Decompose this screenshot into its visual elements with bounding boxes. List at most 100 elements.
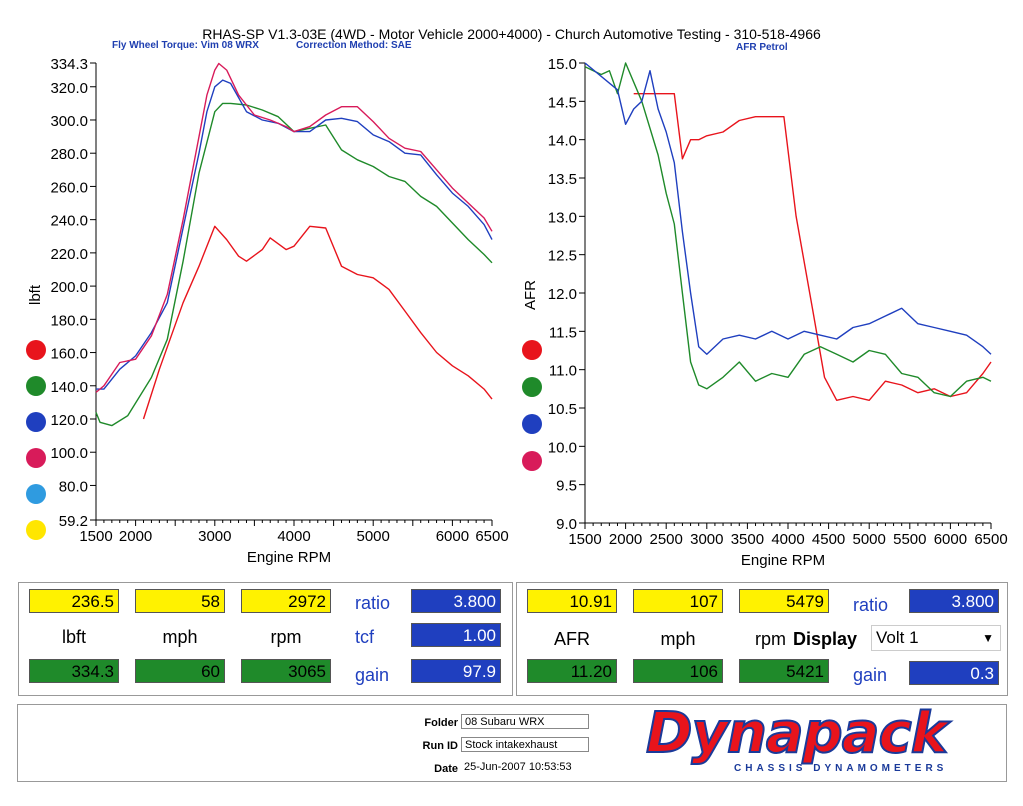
chart-header-title: RHAS-SP V1.3-03E (4WD - Motor Vehicle 20… [202, 26, 821, 42]
legend-dot [26, 448, 46, 468]
right-gain-label: gain [853, 665, 888, 685]
folder-value: 08 Subaru WRX [461, 714, 589, 729]
right-rpm-peak-value: 5421 [739, 659, 829, 683]
legend-dot [522, 340, 542, 360]
right-ratio-label: ratio [853, 595, 889, 615]
torque-y-tick-label: 120.0 [50, 412, 88, 429]
afr-y-tick-label: 12.0 [548, 286, 577, 303]
left-chart-subtitle: Fly Wheel Torque: Vim 08 WRX [112, 40, 259, 51]
afr-y-tick-label: 15.0 [548, 56, 577, 73]
display-select[interactable]: Volt 1 ▼ [871, 625, 1001, 651]
rpm-current-value: 2972 [241, 589, 331, 613]
display-label: Display [793, 629, 858, 649]
ratio-value: 3.800 [411, 589, 501, 613]
afr-chart: 9.0 9.5 10.0 10.5 11.0 11.5 12.0 12.5 13.0 13.5 14… [522, 56, 1008, 569]
gain-label: gain [355, 665, 390, 685]
date-label: Date [434, 763, 458, 775]
afr-x-tick-label: 6000 [934, 531, 967, 548]
legend-dot [26, 520, 46, 540]
tcf-label: tcf [355, 627, 375, 647]
run-id-value: Stock intakexhaust [461, 737, 589, 752]
torque-x-tick-label: 6000 [436, 528, 469, 545]
torque-y-axis-label: lbft [27, 284, 44, 305]
right-ratio-value: 3.800 [909, 589, 999, 613]
speed-peak-value: 60 [135, 659, 225, 683]
torque-peak-value: 334.3 [29, 659, 119, 683]
afr-series-green [584, 62, 992, 398]
right-chart-subtitle: AFR Petrol [736, 42, 788, 53]
torque-x-tick-label: 2000 [119, 528, 152, 545]
left-readout-panel: 236.5 58 2972 lbft mph rpm 334.3 60 3065… [18, 582, 513, 696]
torque-y-tick-label: 140.0 [50, 379, 88, 396]
right-gain-value: 0.3 [909, 661, 999, 685]
torque-series-red [142, 225, 493, 420]
afr-y-tick-label: 13.5 [548, 171, 577, 188]
torque-x-axis-label: Engine RPM [247, 549, 331, 566]
torque-chart: 59.2 80.0 100.0 120.0 140.0 160.0 180.0 200.0 22… [26, 56, 509, 566]
torque-series-blue [96, 79, 493, 390]
torque-x-tick-label: 4000 [277, 528, 310, 545]
legend-dot [26, 412, 46, 432]
torque-y-tick-label: 280.0 [50, 146, 88, 163]
afr-y-tick-label: 11.5 [549, 324, 577, 341]
right-readout-panel: 10.91 107 5479 AFR mph rpm Display Volt … [516, 582, 1008, 696]
afr-y-tick-label: 14.0 [548, 133, 577, 150]
torque-y-tick-label: 59.2 [59, 513, 88, 530]
torque-y-tick-label: 240.0 [50, 213, 88, 230]
afr-x-tick-label: 4500 [812, 531, 845, 548]
afr-x-tick-label: 6500 [974, 531, 1007, 548]
torque-x-tick-label: 6500 [475, 528, 508, 545]
chevron-down-icon: ▼ [982, 631, 994, 645]
afr-series-blue [584, 62, 992, 355]
torque-x-tick-label: 3000 [198, 528, 231, 545]
speed-current-value: 58 [135, 589, 225, 613]
afr-y-tick-label: 14.5 [548, 94, 577, 111]
afr-y-tick-label: 9.0 [556, 516, 577, 533]
legend-dot [26, 376, 46, 396]
torque-y-tick-label: 80.0 [59, 478, 88, 495]
torque-y-tick-label: 260.0 [50, 179, 88, 196]
afr-x-tick-label: 3000 [690, 531, 723, 548]
torque-current-value: 236.5 [29, 589, 119, 613]
legend-dot [26, 484, 46, 504]
correction-method-label: Correction Method: SAE [296, 40, 412, 51]
right-speed-peak-value: 106 [633, 659, 723, 683]
afr-x-tick-label: 3500 [731, 531, 764, 548]
torque-y-tick-label: 334.3 [50, 56, 88, 73]
afr-x-tick-label: 1500 [568, 531, 601, 548]
run-info-panel: Folder 08 Subaru WRX Run ID Stock intake… [17, 700, 1007, 782]
dynapack-logo: Dynapack [645, 700, 949, 767]
ratio-label: ratio [355, 593, 391, 613]
torque-y-tick-label: 200.0 [50, 279, 88, 296]
torque-unit-label: lbft [61, 627, 86, 647]
date-value: 25-Jun-2007 10:53:53 [461, 760, 611, 775]
folder-label: Folder [424, 717, 458, 729]
afr-x-tick-label: 5000 [853, 531, 886, 548]
gain-value: 97.9 [411, 659, 501, 683]
afr-current-value: 10.91 [527, 589, 617, 613]
afr-x-axis-label: Engine RPM [741, 552, 825, 569]
afr-peak-value: 11.20 [527, 659, 617, 683]
tcf-value: 1.00 [411, 623, 501, 647]
afr-series-red [633, 93, 992, 401]
right-speed-unit-label: mph [660, 629, 696, 649]
afr-y-tick-label: 11.0 [549, 363, 577, 380]
afr-y-tick-label: 10.5 [548, 401, 577, 418]
rpm-peak-value: 3065 [241, 659, 331, 683]
torque-y-tick-label: 220.0 [50, 246, 88, 263]
afr-x-tick-label: 5500 [893, 531, 926, 548]
dynapack-tagline: CHASSIS DYNAMOMETERS [734, 763, 948, 774]
right-rpm-unit-label: rpm [755, 629, 786, 649]
afr-x-tick-label: 2500 [650, 531, 683, 548]
rpm-unit-label: rpm [270, 627, 302, 647]
afr-y-axis-label: AFR [522, 280, 539, 310]
afr-y-tick-label: 10.0 [548, 439, 577, 456]
right-speed-current-value: 107 [633, 589, 723, 613]
torque-y-tick-label: 300.0 [50, 113, 88, 130]
legend-dot [522, 414, 542, 434]
torque-y-tick-label: 320.0 [50, 80, 88, 97]
afr-unit-label: AFR [554, 629, 590, 649]
legend-dot [522, 451, 542, 471]
afr-y-tick-label: 12.5 [548, 248, 577, 265]
torque-series-magenta [95, 62, 493, 393]
